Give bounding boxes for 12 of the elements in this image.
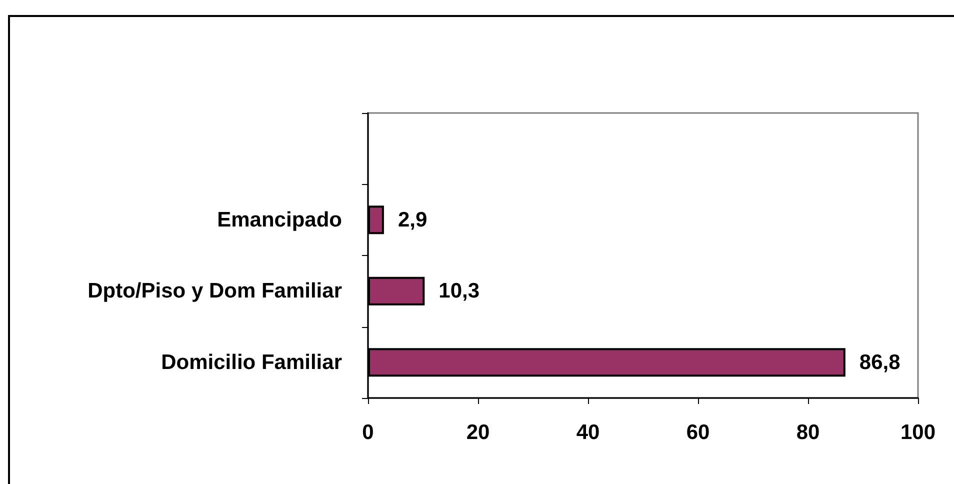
data-label: 10,3 — [438, 280, 480, 303]
x-tick-label: 40 — [576, 421, 600, 444]
y-tick-label: Domicilio Familiar — [161, 350, 342, 374]
x-tick-label: 60 — [686, 421, 710, 444]
y-tick-label: Emancipado — [217, 208, 342, 232]
x-tick-label: 0 — [362, 421, 374, 444]
y-tick-label: Dpto/Piso y Dom Familiar — [88, 280, 342, 303]
data-label: 2,9 — [398, 208, 428, 232]
x-tick-label: 80 — [796, 421, 820, 444]
data-label: 86,8 — [859, 350, 901, 374]
x-tick-label: 100 — [900, 421, 936, 444]
x-tick-label: 20 — [466, 421, 490, 444]
